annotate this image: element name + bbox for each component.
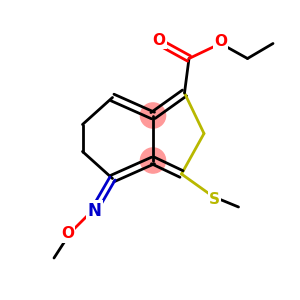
Text: O: O: [214, 34, 227, 50]
Text: O: O: [61, 226, 74, 242]
Circle shape: [140, 103, 166, 128]
Text: S: S: [209, 192, 220, 207]
Text: O: O: [152, 33, 166, 48]
Circle shape: [140, 148, 166, 173]
Text: N: N: [88, 202, 101, 220]
